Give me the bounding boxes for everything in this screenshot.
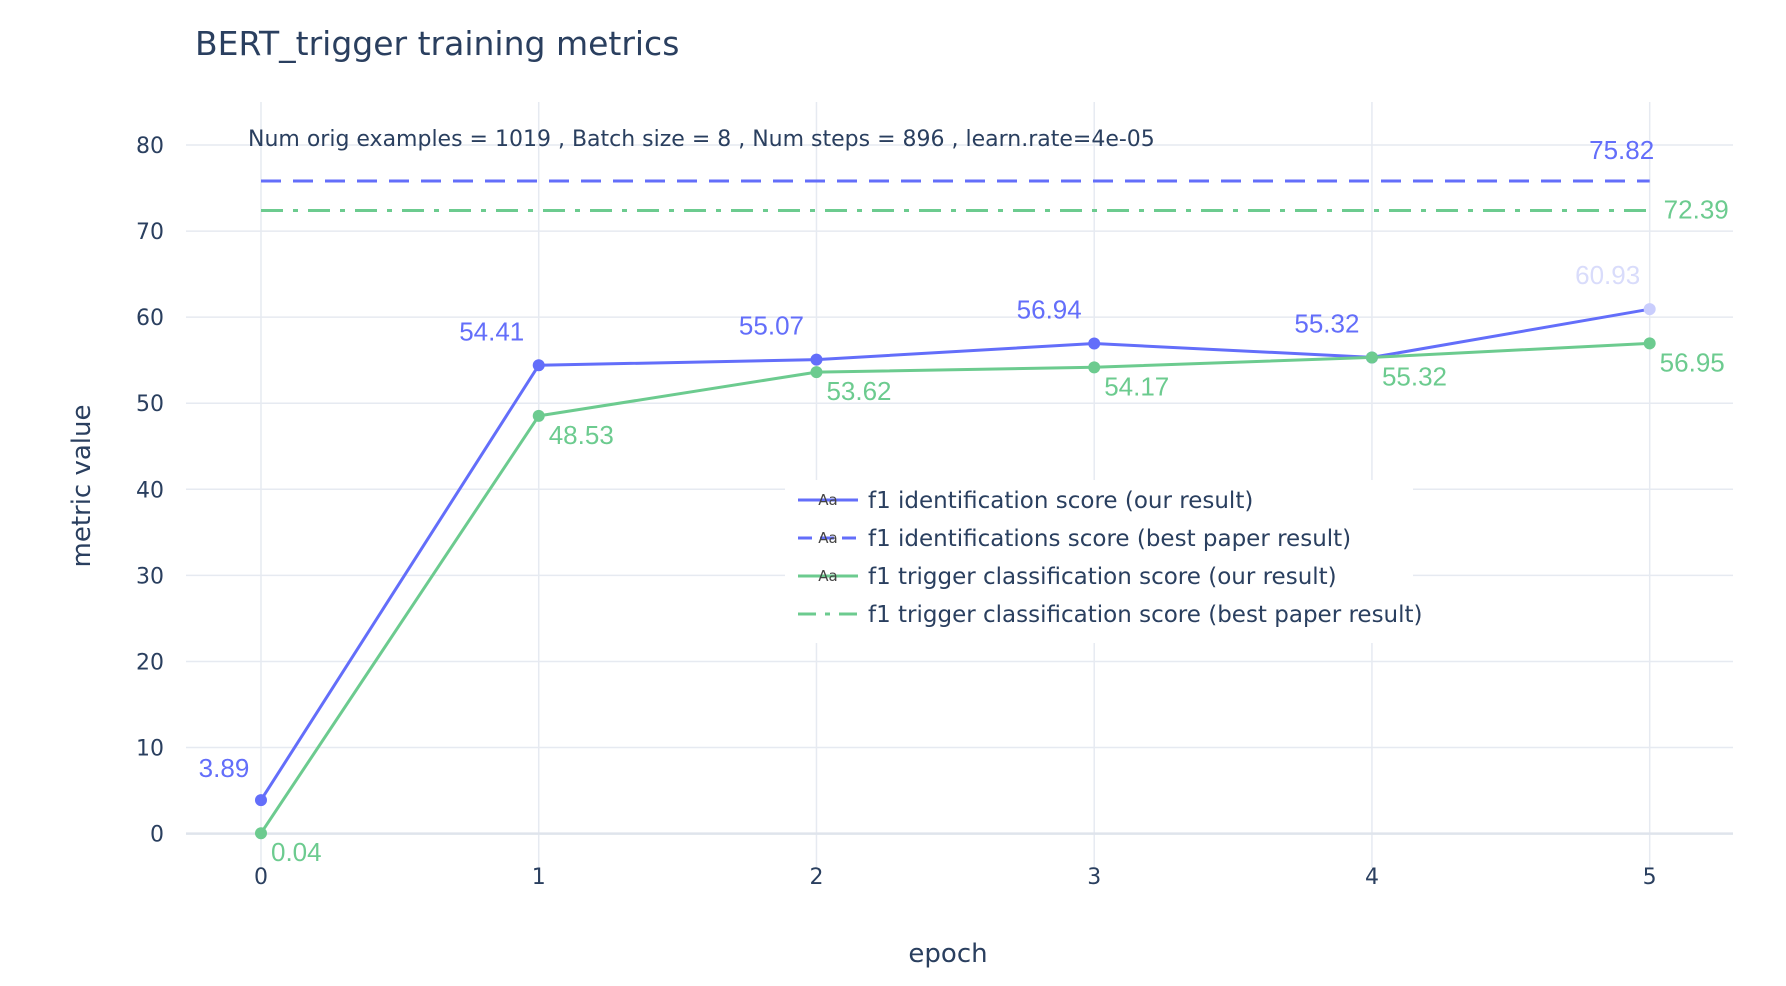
series-line-2: [259, 341, 1650, 835]
training-info-annotation: Num orig examples = 1019 , Batch size = …: [248, 127, 1155, 152]
series-2-point-5: [1643, 337, 1656, 350]
y-tick-label: 80: [136, 134, 164, 159]
series-2-point-1: [532, 409, 545, 422]
chart-title: BERT_trigger training metrics: [195, 24, 679, 63]
y-tick-label: 70: [136, 220, 164, 245]
y-tick-label: 20: [136, 650, 164, 675]
y-axis-ticks: 0 10 20 30 40 50 60 70 80: [136, 134, 164, 848]
gridlines: [186, 102, 1733, 868]
y-tick-label: 10: [136, 737, 164, 762]
x-tick-label: 5: [1643, 865, 1657, 890]
series-0-point-1: [532, 359, 545, 372]
x-tick-label: 1: [532, 865, 546, 890]
legend-background: [785, 480, 1413, 643]
data-label: 60.93: [1575, 260, 1640, 290]
series-2-point-3: [1088, 361, 1101, 374]
y-tick-label: 40: [136, 478, 164, 503]
data-label: 56.94: [1017, 295, 1082, 325]
data-label: 55.32: [1382, 361, 1447, 391]
legend-label: f1 identifications score (best paper res…: [868, 526, 1351, 552]
series-0-point-0: [254, 794, 267, 807]
series-0-point-3: [1088, 337, 1101, 350]
y-tick-label: 50: [136, 392, 164, 417]
series-0-point-5: [1643, 303, 1656, 316]
data-label: 48.53: [549, 420, 614, 450]
legend-label: f1 identification score (our result): [868, 488, 1253, 514]
data-label: 72.39: [1664, 195, 1729, 225]
y-tick-label: 60: [136, 306, 164, 331]
series-line-0: [259, 307, 1650, 801]
data-label: 54.41: [459, 316, 524, 346]
legend-text-symbol: Aa: [818, 567, 837, 585]
data-label: 55.07: [739, 311, 804, 341]
x-tick-label: 0: [254, 865, 268, 890]
legend-text-symbol: Aa: [818, 491, 837, 509]
legend-text-symbol: Aa: [818, 529, 837, 547]
y-tick-label: 0: [150, 823, 164, 848]
x-tick-label: 4: [1365, 865, 1379, 890]
legend[interactable]: Aa f1 identification score (our result)Aa…: [798, 488, 1423, 628]
legend-item-3[interactable]: f1 trigger classification score (best pa…: [798, 602, 1423, 628]
legend-label: f1 trigger classification score (our res…: [868, 564, 1337, 590]
y-tick-label: 30: [136, 564, 164, 589]
series-2-point-0: [254, 827, 267, 840]
legend-label: f1 trigger classification score (best pa…: [868, 602, 1423, 628]
data-label: 54.17: [1104, 371, 1169, 401]
data-label: 55.32: [1294, 308, 1359, 338]
legend-item-1[interactable]: Aa f1 identifications score (best paper r…: [798, 526, 1351, 552]
data-label: 0.04: [271, 837, 322, 867]
data-label: 75.82: [1589, 135, 1654, 165]
series-2-point-4: [1365, 351, 1378, 364]
x-tick-label: 3: [1087, 865, 1101, 890]
series-2-point-2: [810, 366, 823, 379]
x-tick-label: 2: [809, 865, 823, 890]
series-0-point-2: [810, 353, 823, 366]
x-axis-title: epoch: [908, 939, 987, 969]
x-axis-ticks: 0 1 2 3 4 5: [254, 865, 1657, 890]
legend-item-2[interactable]: Aa f1 trigger classification score (our r…: [798, 564, 1337, 590]
data-label: 56.95: [1660, 347, 1725, 377]
legend-item-0[interactable]: Aa f1 identification score (our result): [798, 488, 1253, 514]
y-axis-title: metric value: [67, 404, 97, 567]
data-label: 3.89: [199, 753, 250, 783]
series-lines: [254, 179, 1656, 840]
data-label: 53.62: [826, 376, 891, 406]
data-labels: 3.89 54.41 55.07 56.94 55.32 60.93 75.82 0.04 48…: [199, 135, 1729, 867]
